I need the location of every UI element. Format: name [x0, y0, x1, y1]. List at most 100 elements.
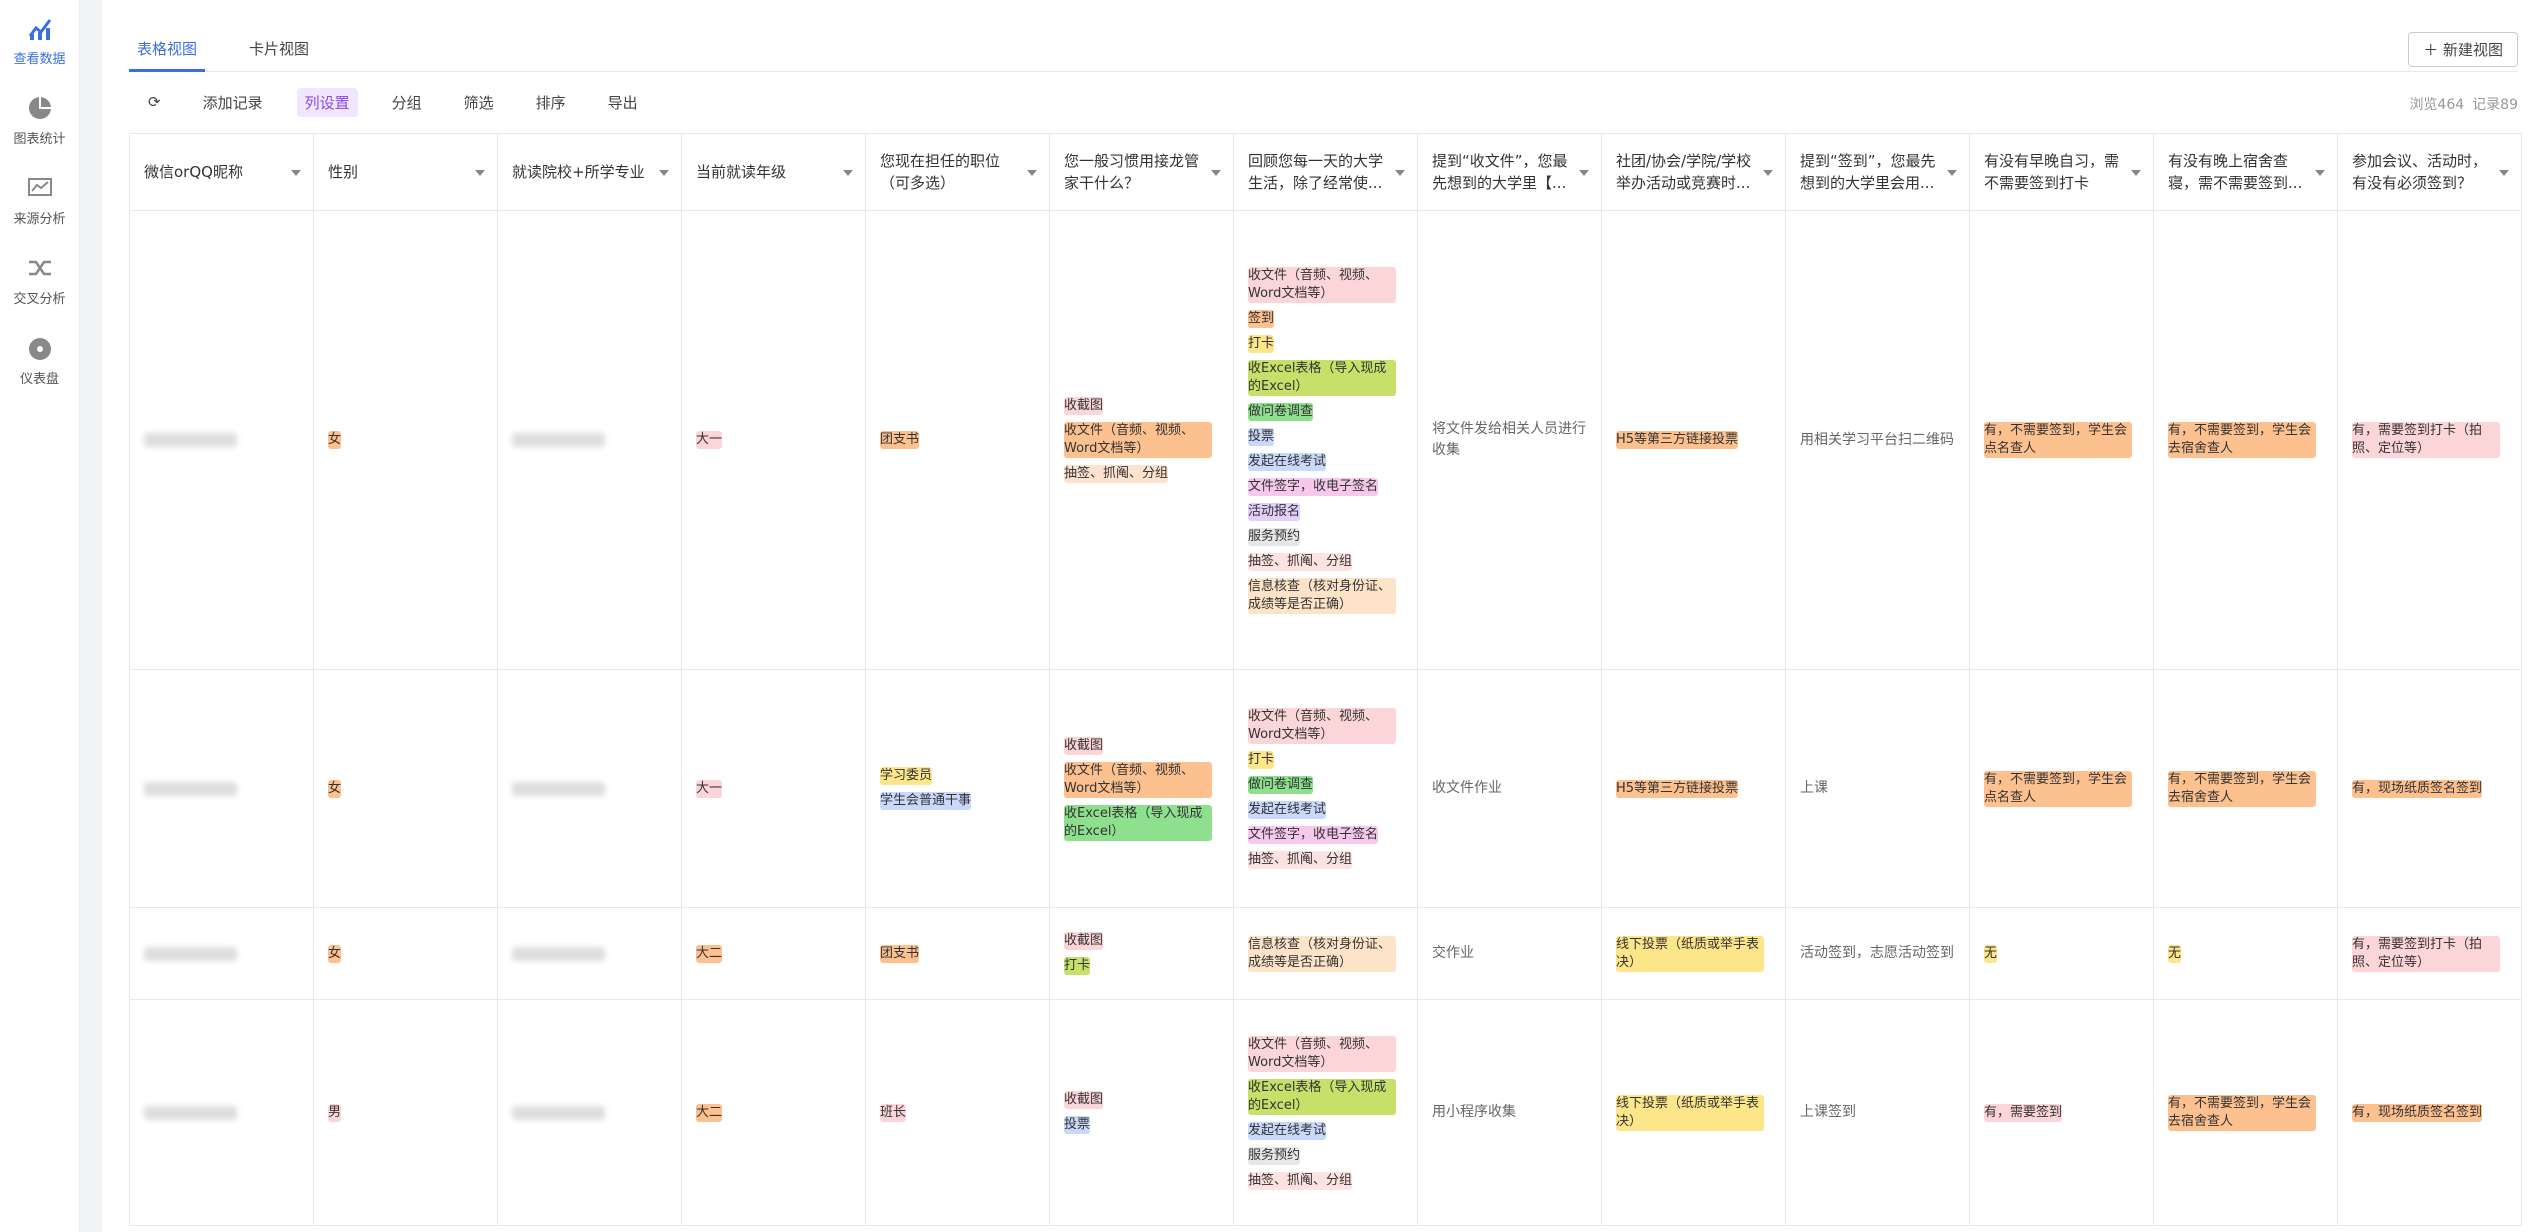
tag: 收截图	[1064, 736, 1104, 755]
column-header[interactable]: 您一般习惯用接龙管家干什么？	[1049, 133, 1234, 211]
column-header[interactable]: 性别	[313, 133, 498, 211]
cell: 女	[313, 669, 498, 908]
tag: 收文件（音频、视频、Word文档等）	[1248, 708, 1396, 744]
cell: 有，不需要签到，学生会点名查人	[1969, 210, 2154, 670]
cell: 收文件（音频、视频、Word文档等） 打卡 做问卷调查 发起在线考试 文件签字，收电子签…	[1233, 669, 1418, 908]
sidebar-item[interactable]: 查看数据	[0, 0, 79, 80]
tag: 大二	[696, 944, 723, 963]
column-header[interactable]: 有没有早晚自习，需不需要签到打卡	[1969, 133, 2154, 211]
tag: 大二	[696, 1103, 723, 1122]
cell: 交作业	[1417, 907, 1602, 1000]
tag: 打卡	[1248, 751, 1275, 769]
tag: 女	[328, 944, 342, 963]
tag: 无	[2168, 944, 2182, 963]
tag: 打卡	[1064, 957, 1091, 975]
tag: 有，不需要签到，学生会去宿舍查人	[2168, 770, 2316, 807]
cell	[497, 999, 682, 1226]
tag: 收文件（音频、视频、Word文档等）	[1064, 422, 1212, 458]
toolbar-button[interactable]: 分组	[391, 93, 422, 112]
stats: 浏览464 记录89	[2401, 94, 2518, 114]
tag: 大一	[696, 431, 723, 449]
tag: 投票	[1248, 427, 1275, 446]
icon	[28, 260, 51, 275]
tag: 有，现场纸质签名签到	[2352, 779, 2483, 798]
blurred-text	[512, 781, 605, 796]
cell: 有，不需要签到，学生会去宿舍查人	[2153, 999, 2338, 1226]
sidebar-item[interactable]: 交叉分析	[0, 240, 79, 320]
tab[interactable]: 表格视图	[129, 30, 206, 72]
tag: 线下投票（纸质或举手表决）	[1616, 1094, 1764, 1131]
cell: 有，不需要签到，学生会去宿舍查人	[2153, 669, 2338, 908]
cell	[129, 907, 314, 1000]
column-header[interactable]: 就读院校+所学专业	[497, 133, 682, 211]
cell-text: 上课签到	[1800, 1104, 1856, 1120]
icon	[28, 96, 51, 119]
cell: 大一	[681, 669, 866, 908]
cell	[129, 669, 314, 908]
tag: 大一	[696, 779, 723, 798]
tag: 服务预约	[1248, 527, 1301, 546]
sidebar-item[interactable]: 图表统计	[0, 80, 79, 160]
toolbar-button[interactable]: 筛选	[463, 93, 494, 112]
tag: H5等第三方链接投票	[1616, 431, 1739, 449]
cell: 大一	[681, 210, 866, 670]
column-header[interactable]: 当前就读年级	[681, 133, 866, 211]
column-header[interactable]: 微信orQQ昵称	[129, 133, 314, 211]
toolbar-button[interactable]: 排序	[535, 93, 566, 112]
tag: 打卡	[1248, 334, 1275, 353]
new-view-button[interactable]: ＋ 新建视图	[2408, 32, 2518, 67]
gutter	[80, 0, 102, 1232]
column-header[interactable]: 参加会议、活动时，有没有必须签到？	[2337, 133, 2522, 211]
tab[interactable]: 卡片视图	[249, 40, 310, 58]
icon	[27, 177, 52, 196]
cell: 班长	[865, 999, 1050, 1226]
label: 图表统计	[13, 131, 66, 147]
cell: 有，现场纸质签名签到	[2337, 999, 2522, 1226]
toolbar-button[interactable]: 导出	[607, 93, 638, 112]
blurred-text	[144, 1105, 237, 1120]
tag: 抽签、抓阄、分组	[1248, 552, 1353, 571]
cell: 有，现场纸质签名签到	[2337, 669, 2522, 908]
label: 查看数据	[13, 51, 66, 67]
tag: 收文件（音频、视频、Word文档等）	[1248, 266, 1396, 303]
refresh[interactable]: ⟳	[148, 93, 161, 111]
column-header[interactable]: 有没有晚上宿舍查寝，需不需要签到...	[2153, 133, 2338, 211]
column-header[interactable]: 社团/协会/学院/学校举办活动或竞赛时...	[1601, 133, 1786, 211]
toolbar-button[interactable]: 列设置	[296, 87, 358, 117]
blurred-text	[512, 433, 605, 447]
column-header[interactable]: 您现在担任的职位（可多选）	[865, 133, 1050, 211]
cell: 将文件发给相关人员进行收集	[1417, 210, 1602, 670]
tag: 收Excel表格（导入现成的Excel）	[1064, 804, 1212, 841]
cell: 团支书	[865, 210, 1050, 670]
tag: 抽签、抓阄、分组	[1248, 1171, 1353, 1190]
column-header[interactable]: 回顾您每一天的大学生活，除了经常使...	[1233, 133, 1418, 211]
cell-text: 交作业	[1432, 945, 1474, 961]
tag: 服务预约	[1248, 1146, 1301, 1165]
cell: 大二	[681, 999, 866, 1226]
sidebar-item[interactable]: 来源分析	[0, 160, 79, 240]
cell-text: 用相关学习平台扫二维码	[1800, 431, 1954, 448]
cell: 信息核查（核对身份证、成绩等是否正确）	[1233, 907, 1418, 1000]
column-header[interactable]: 提到“收文件”，您最先想到的大学里【...	[1417, 133, 1602, 211]
cell: 线下投票（纸质或举手表决）	[1601, 999, 1786, 1226]
tag: 信息核查（核对身份证、成绩等是否正确）	[1248, 935, 1396, 972]
stat: 浏览464	[2409, 97, 2465, 113]
tag: 签到	[1248, 309, 1275, 328]
tag: 女	[328, 779, 342, 798]
toolbar-button[interactable]: 添加记录	[202, 93, 263, 112]
cell: H5等第三方链接投票	[1601, 669, 1786, 908]
tag: H5等第三方链接投票	[1616, 779, 1739, 798]
tag: 发起在线考试	[1248, 1121, 1327, 1140]
column-header[interactable]: 提到“签到”，您最先想到的大学里会用...	[1785, 133, 1970, 211]
blurred-text	[512, 946, 605, 961]
row: 女大一 团支书 收截图 收文件（音频、视频、Word文档等） 抽签、抓阄、分组 收文件（音…	[129, 210, 2522, 670]
sidebar-item[interactable]: 仪表盘	[0, 320, 79, 400]
table: 微信orQQ昵称 性别 就读院校+所学专业 当前就读年级 您现在担任的职位（可多选） 您一…	[129, 133, 2522, 1226]
tag: 有，不需要签到，学生会点名查人	[1984, 422, 2132, 458]
tag: 有，不需要签到，学生会去宿舍查人	[2168, 1094, 2316, 1131]
icon	[28, 337, 51, 360]
tag: 学生会普通干事	[880, 792, 972, 810]
cell: 用小程序收集	[1417, 999, 1602, 1226]
cell: 收文件（音频、视频、Word文档等） 签到 打卡 收Excel表格（导入现成的Exce…	[1233, 210, 1418, 670]
cell	[497, 669, 682, 908]
